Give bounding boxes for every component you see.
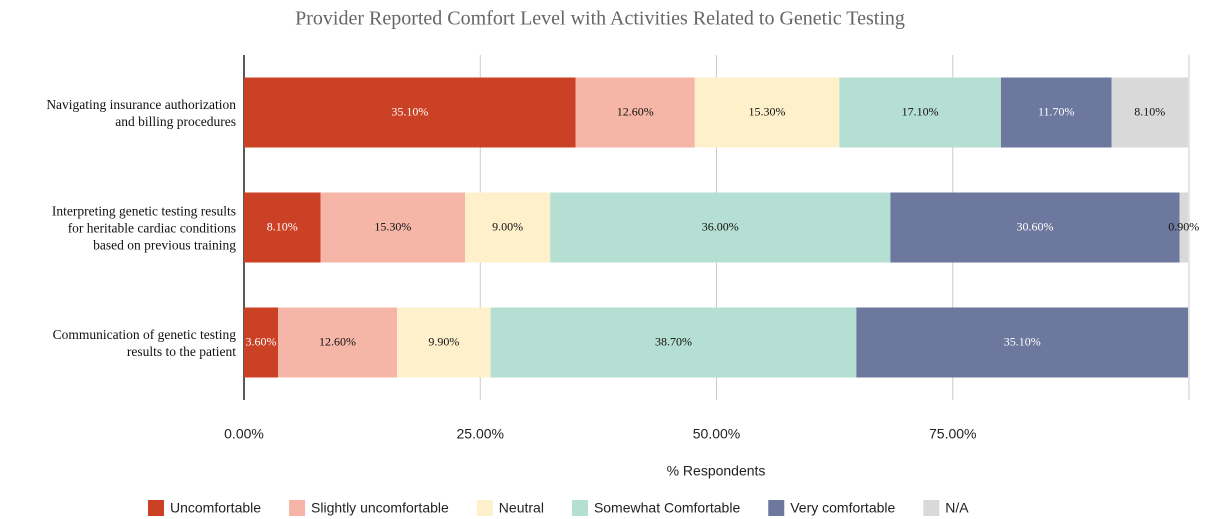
bar-segment	[278, 307, 398, 378]
legend-label: Neutral	[499, 500, 544, 516]
legend-label: N/A	[945, 500, 969, 516]
bar-segment	[320, 192, 466, 263]
bar-segment	[1111, 77, 1189, 148]
bar-segment	[1000, 77, 1112, 148]
legend-swatch	[768, 500, 785, 516]
data-label: 35.10%	[1004, 334, 1041, 348]
data-label: 9.90%	[428, 334, 459, 348]
bar-segment	[465, 192, 551, 263]
x-tick-label: 75.00%	[929, 426, 976, 442]
data-label: 38.70%	[655, 334, 692, 348]
data-label: 30.60%	[1016, 219, 1053, 233]
bar-segment	[839, 77, 1001, 148]
data-label: 36.00%	[702, 219, 739, 233]
data-label: 8.10%	[267, 219, 298, 233]
bar-segment	[397, 307, 491, 378]
bar-segment	[694, 77, 840, 148]
data-label: 15.30%	[749, 104, 786, 118]
legend-label: Somewhat Comfortable	[594, 500, 741, 516]
bar-segment	[856, 307, 1189, 378]
x-tick-label: 50.00%	[693, 426, 740, 442]
data-label: 0.90%	[1168, 219, 1199, 233]
y-tick-label: Navigating insurance authorization and b…	[46, 96, 236, 129]
legend-swatch	[923, 500, 940, 516]
x-tick-label: 0.00%	[224, 426, 264, 442]
x-axis-title: % Respondents	[667, 463, 766, 479]
bar-segment	[1179, 192, 1189, 263]
bar-segment	[244, 307, 279, 378]
data-label: 3.60%	[246, 334, 277, 348]
legend-label: Very comfortable	[790, 500, 895, 516]
legend-swatch	[289, 500, 306, 516]
y-tick-label: Communication of genetic testing results…	[52, 326, 236, 359]
bar-segment	[244, 192, 321, 263]
data-label: 15.30%	[374, 219, 411, 233]
data-label: 12.60%	[319, 334, 356, 348]
legend-label: Slightly uncomfortable	[311, 500, 449, 516]
data-label: 12.60%	[617, 104, 654, 118]
y-tick-label: Interpreting genetic testing results for…	[51, 203, 236, 252]
bar-segment	[244, 77, 576, 148]
bar-segment	[490, 307, 857, 378]
bar-segment	[890, 192, 1180, 263]
data-label: 11.70%	[1038, 104, 1075, 118]
x-tick-label: 25.00%	[457, 426, 504, 442]
legend-swatch	[571, 500, 588, 516]
bar-segment	[575, 77, 695, 148]
data-label: 8.10%	[1134, 104, 1165, 118]
legend-swatch	[476, 500, 493, 516]
chart-title: Provider Reported Comfort Level with Act…	[295, 8, 905, 30]
data-label: 9.00%	[492, 219, 523, 233]
legend-label: Uncomfortable	[170, 500, 261, 516]
data-label: 17.10%	[902, 104, 939, 118]
legend-swatch	[148, 500, 164, 516]
data-label: 35.10%	[391, 104, 428, 118]
bar-segment	[550, 192, 891, 263]
